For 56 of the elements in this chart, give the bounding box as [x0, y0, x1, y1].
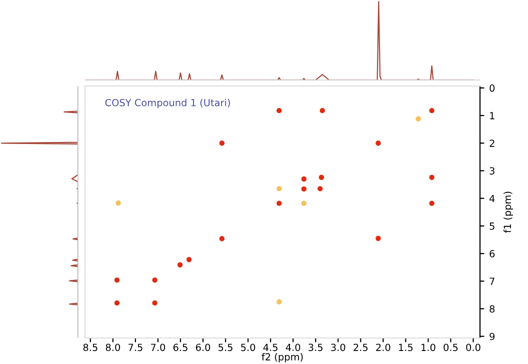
point [114, 300, 120, 306]
y-tick-label: 5 [490, 222, 494, 230]
x-tick-label: 8.5 [83, 344, 98, 352]
x-tick-label: 3.0 [331, 344, 346, 352]
point [376, 140, 381, 146]
x-tick-label: 3.5 [308, 344, 322, 352]
point [116, 200, 121, 206]
y-tick-label: 3 [490, 167, 494, 175]
point [318, 174, 324, 180]
x-tick-label: 2.0 [376, 344, 390, 352]
point [152, 300, 158, 306]
point [429, 108, 434, 114]
y-tick-label: 2 [490, 140, 494, 147]
point [320, 108, 325, 114]
y-tick-label: 6 [490, 250, 495, 258]
x-tick-label: 8.0 [106, 344, 120, 352]
x-axis-title: f2 (ppm) [262, 352, 303, 362]
y-tick-label: 0 [490, 84, 495, 92]
point [177, 262, 183, 268]
y-tick-label: 7 [490, 278, 494, 285]
point [301, 200, 306, 206]
point [376, 236, 381, 241]
y-tick-label: 4 [490, 194, 495, 202]
x-tick-label: 2.5 [354, 344, 368, 352]
point [429, 174, 434, 180]
x-tick-label: 4.5 [263, 344, 278, 352]
x-tick-label: 7.5 [128, 344, 142, 352]
x-tick-label: 1.0 [422, 344, 436, 352]
point [114, 277, 120, 283]
point [186, 257, 192, 262]
point [276, 200, 282, 206]
point [301, 186, 306, 192]
point [219, 140, 225, 146]
point [276, 299, 282, 304]
point [301, 176, 306, 182]
point [152, 277, 158, 283]
x-tick-label: 4.0 [286, 344, 300, 352]
x-tick-label: 6.5 [173, 344, 188, 352]
x-tick-label: 5.0 [241, 344, 256, 352]
x-tick-label: 1.5 [399, 344, 413, 352]
y-tick-label: 1 [490, 112, 494, 120]
y-tick-label: 8 [490, 305, 495, 313]
point [416, 116, 421, 122]
point [276, 108, 282, 114]
x-tick-label: 0.5 [444, 344, 458, 352]
y-axis-title: f1 (ppm) [504, 192, 513, 233]
x-tick-label: 5.5 [218, 344, 232, 352]
annotation: COSY Compound 1 (Utari) [105, 98, 230, 108]
x-tick-label: 7.0 [151, 344, 166, 352]
point [276, 186, 282, 192]
x-tick-label: 6.0 [196, 344, 210, 352]
point [318, 186, 323, 192]
point [429, 200, 434, 206]
x-tick-label: 0.0 [466, 344, 480, 352]
point [219, 236, 225, 242]
y-tick-label: 9 [490, 332, 495, 340]
